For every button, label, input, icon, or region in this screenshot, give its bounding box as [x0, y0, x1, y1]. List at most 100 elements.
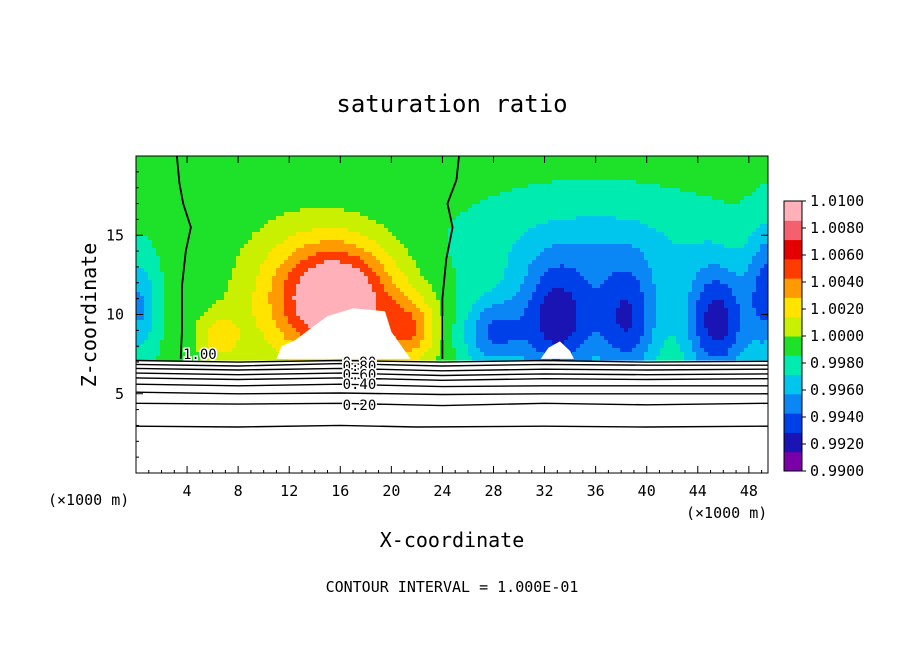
- field-cell: [460, 176, 465, 181]
- field-cell: [280, 232, 285, 237]
- field-cell: [692, 260, 697, 265]
- field-cell: [136, 264, 141, 269]
- field-cell: [196, 244, 201, 249]
- field-cell: [480, 264, 485, 269]
- field-cell: [284, 212, 289, 217]
- field-cell: [740, 212, 745, 217]
- field-cell: [140, 236, 145, 241]
- field-cell: [544, 180, 549, 185]
- field-cell: [372, 244, 377, 249]
- field-cell: [704, 196, 709, 201]
- field-cell: [624, 232, 629, 237]
- field-cell: [664, 248, 669, 253]
- field-cell: [704, 184, 709, 189]
- field-cell: [456, 208, 461, 213]
- field-cell: [684, 208, 689, 213]
- field-cell: [288, 208, 293, 213]
- field-cell: [716, 212, 721, 217]
- field-cell: [236, 212, 241, 217]
- field-cell: [480, 224, 485, 229]
- field-cell: [184, 268, 189, 273]
- field-cell: [180, 232, 185, 237]
- field-cell: [452, 232, 457, 237]
- field-cell: [280, 168, 285, 173]
- field-cell: [548, 232, 553, 237]
- field-cell: [340, 184, 345, 189]
- field-cell: [492, 220, 497, 225]
- field-cell: [176, 204, 181, 209]
- field-cell: [348, 168, 353, 173]
- field-cell: [300, 252, 305, 257]
- field-cell: [416, 164, 421, 169]
- field-cell: [576, 192, 581, 197]
- field-cell: [680, 192, 685, 197]
- field-cell: [712, 196, 717, 201]
- field-cell: [260, 248, 265, 253]
- field-cell: [764, 164, 768, 169]
- field-cell: [752, 200, 757, 205]
- field-cell: [188, 268, 193, 273]
- field-cell: [256, 276, 261, 281]
- field-cell: [208, 244, 213, 249]
- field-cell: [140, 216, 145, 221]
- field-cell: [716, 200, 721, 205]
- field-cell: [656, 256, 661, 261]
- field-cell: [144, 240, 149, 245]
- field-cell: [364, 280, 369, 285]
- field-cell: [168, 252, 173, 257]
- field-cell: [508, 236, 513, 241]
- field-cell: [304, 264, 309, 269]
- field-cell: [336, 160, 341, 165]
- field-cell: [228, 236, 233, 241]
- field-cell: [320, 208, 325, 213]
- field-cell: [652, 208, 657, 213]
- field-cell: [164, 212, 169, 217]
- field-cell: [180, 164, 185, 169]
- field-cell: [736, 212, 741, 217]
- field-cell: [568, 248, 573, 253]
- field-cell: [144, 204, 149, 209]
- field-cell: [484, 236, 489, 241]
- field-cell: [616, 188, 621, 193]
- field-cell: [192, 228, 197, 233]
- field-cell: [268, 236, 273, 241]
- field-cell: [652, 252, 657, 257]
- field-cell: [432, 224, 437, 229]
- field-cell: [720, 216, 725, 221]
- field-cell: [736, 188, 741, 193]
- field-cell: [148, 208, 153, 213]
- field-cell: [660, 224, 665, 229]
- field-cell: [352, 172, 357, 177]
- field-cell: [528, 184, 533, 189]
- field-cell: [348, 176, 353, 181]
- field-cell: [408, 260, 413, 265]
- field-cell: [184, 236, 189, 241]
- field-cell: [508, 220, 513, 225]
- field-cell: [672, 248, 677, 253]
- field-cell: [616, 172, 621, 177]
- field-cell: [356, 248, 361, 253]
- field-cell: [540, 208, 545, 213]
- field-cell: [668, 184, 673, 189]
- field-cell: [412, 160, 417, 165]
- field-cell: [364, 220, 369, 225]
- field-cell: [532, 252, 537, 257]
- field-cell: [760, 196, 765, 201]
- field-cell: [276, 204, 281, 209]
- field-cell: [620, 276, 625, 281]
- field-cell: [232, 212, 237, 217]
- field-cell: [576, 216, 581, 221]
- field-cell: [612, 184, 617, 189]
- field-cell: [176, 212, 181, 217]
- field-cell: [288, 212, 293, 217]
- field-cell: [596, 164, 601, 169]
- field-cell: [676, 216, 681, 221]
- field-cell: [436, 216, 441, 221]
- field-cell: [476, 216, 481, 221]
- field-cell: [552, 188, 557, 193]
- field-cell: [692, 236, 697, 241]
- field-cell: [408, 156, 413, 161]
- field-cell: [180, 204, 185, 209]
- field-cell: [600, 188, 605, 193]
- field-cell: [696, 176, 701, 181]
